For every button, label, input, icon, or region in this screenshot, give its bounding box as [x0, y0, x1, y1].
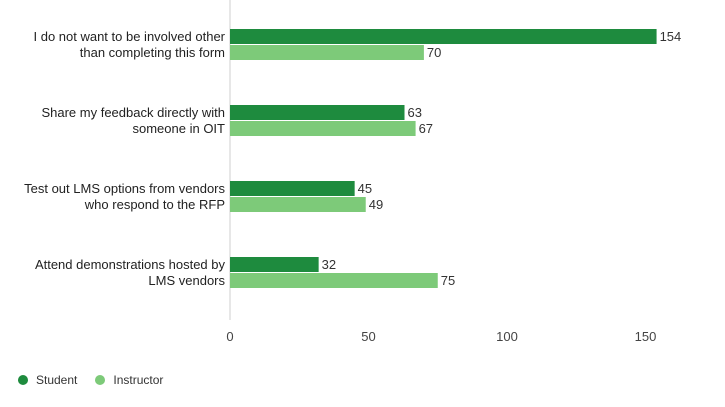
bar-instructor-3[interactable] [230, 273, 438, 288]
category-label-0: I do not want to be involved other than … [33, 28, 225, 60]
data-label-instructor-2: 49 [369, 197, 383, 212]
bar-instructor-0[interactable] [230, 45, 424, 60]
category-label-2: Test out LMS options from vendors who re… [24, 180, 225, 212]
bar-instructor-2[interactable] [230, 197, 366, 212]
x-tick-label-3: 150 [635, 329, 657, 344]
legend-item-instructor[interactable]: Instructor [95, 373, 163, 387]
legend-swatch-student [18, 375, 28, 385]
legend-swatch-instructor [95, 375, 106, 385]
bar-student-2[interactable] [230, 181, 355, 196]
bar-student-1[interactable] [230, 105, 405, 120]
category-label-1: Share my feedback directly with someone … [41, 104, 225, 136]
data-label-student-3: 32 [322, 257, 336, 272]
x-tick-label-1: 50 [361, 329, 375, 344]
data-label-instructor-1: 67 [419, 121, 433, 136]
data-label-instructor-3: 75 [441, 273, 455, 288]
category-label-3: Attend demonstrations hosted by LMS vend… [34, 256, 225, 288]
legend-item-student[interactable]: Student [18, 373, 77, 387]
bar-instructor-1[interactable] [230, 121, 416, 136]
data-label-student-0: 154 [660, 29, 682, 44]
data-label-student-1: 63 [408, 105, 422, 120]
data-label-instructor-0: 70 [427, 45, 441, 60]
x-tick-label-2: 100 [496, 329, 518, 344]
legend-label-instructor: Instructor [113, 373, 164, 387]
legend: Student Instructor [18, 373, 181, 387]
bar-student-3[interactable] [230, 257, 319, 272]
legend-label-student: Student [36, 373, 78, 387]
x-tick-label-0: 0 [226, 329, 233, 344]
bar-student-0[interactable] [230, 29, 657, 44]
data-label-student-2: 45 [358, 181, 372, 196]
